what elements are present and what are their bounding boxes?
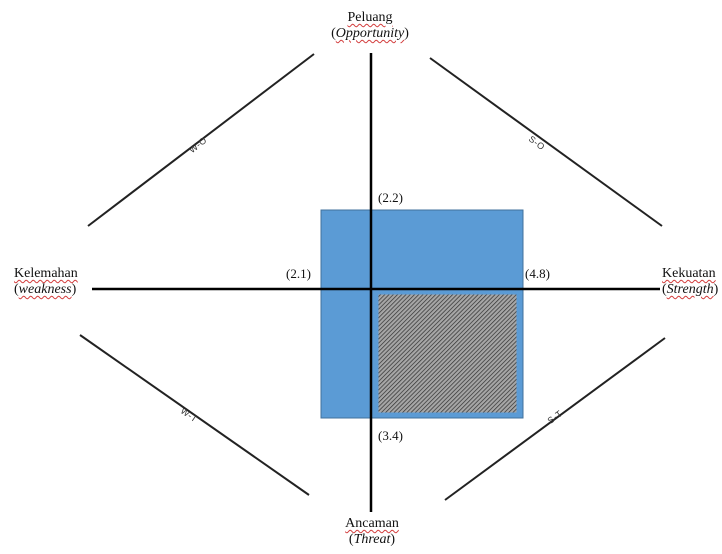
- top-label: Peluang (Opportunity): [331, 10, 409, 42]
- top-right-diagonal: [429, 57, 663, 227]
- bottom-left-diagonal: [79, 334, 310, 496]
- right-label-english-text: Strength: [666, 282, 714, 297]
- right-label-english: (Strength): [662, 282, 719, 297]
- hatched-quadrant: [377, 293, 518, 414]
- left-label: Kelemahan (weakness): [14, 266, 78, 298]
- top-label-english: (Opportunity): [331, 26, 409, 41]
- right-label: Kekuatan (Strength): [662, 266, 718, 298]
- top-left-diagonal: [87, 53, 315, 227]
- left-label-english: (weakness): [14, 282, 77, 297]
- left-label-name: Kelemahan: [14, 266, 78, 281]
- right-label-name: Kekuatan: [662, 266, 716, 281]
- bottom-label: Ancaman (Threat): [345, 516, 399, 548]
- coord-label-top: (2.2): [378, 190, 403, 205]
- bottom-right-diagonal: [444, 337, 666, 501]
- coord-label-left: (2.1): [286, 266, 311, 281]
- bottom-label-name: Ancaman: [345, 516, 399, 531]
- coord-label-bottom: (3.4): [378, 428, 403, 443]
- bottom-label-english: (Threat): [348, 532, 396, 547]
- top-label-name: Peluang: [347, 10, 393, 25]
- left-label-english-text: weakness: [18, 282, 72, 297]
- top-label-english-text: Opportunity: [335, 26, 405, 41]
- coord-label-right: (4.8): [525, 266, 550, 281]
- bottom-label-english-text: Threat: [353, 532, 391, 547]
